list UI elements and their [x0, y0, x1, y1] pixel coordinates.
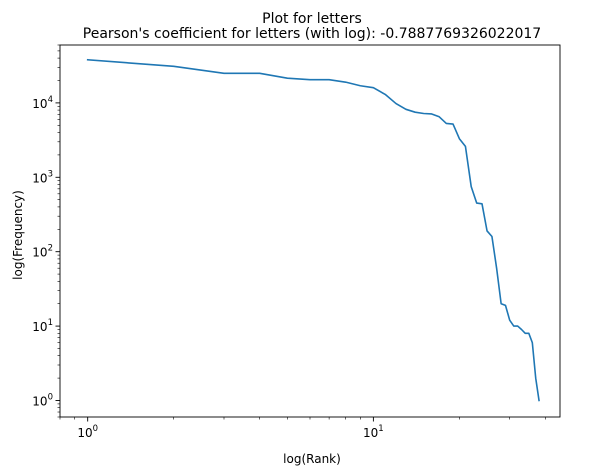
x-tick-label: 100	[77, 424, 98, 440]
chart-subtitle: Pearson's coefficient for letters (with …	[83, 26, 541, 42]
x-axis-label: log(Rank)	[283, 452, 341, 466]
chart-title: Plot for letters	[262, 11, 362, 27]
y-tick-label: 104	[32, 95, 53, 111]
y-axis-label: log(Frequency)	[11, 190, 25, 280]
y-tick-label: 101	[32, 318, 53, 334]
series-line-0	[86, 58, 540, 402]
y-tick-label: 102	[32, 244, 53, 260]
y-tick-label: 103	[32, 169, 53, 185]
y-tick-label: 100	[32, 392, 53, 408]
x-tick-label: 101	[363, 424, 384, 440]
plot-area	[60, 45, 560, 417]
